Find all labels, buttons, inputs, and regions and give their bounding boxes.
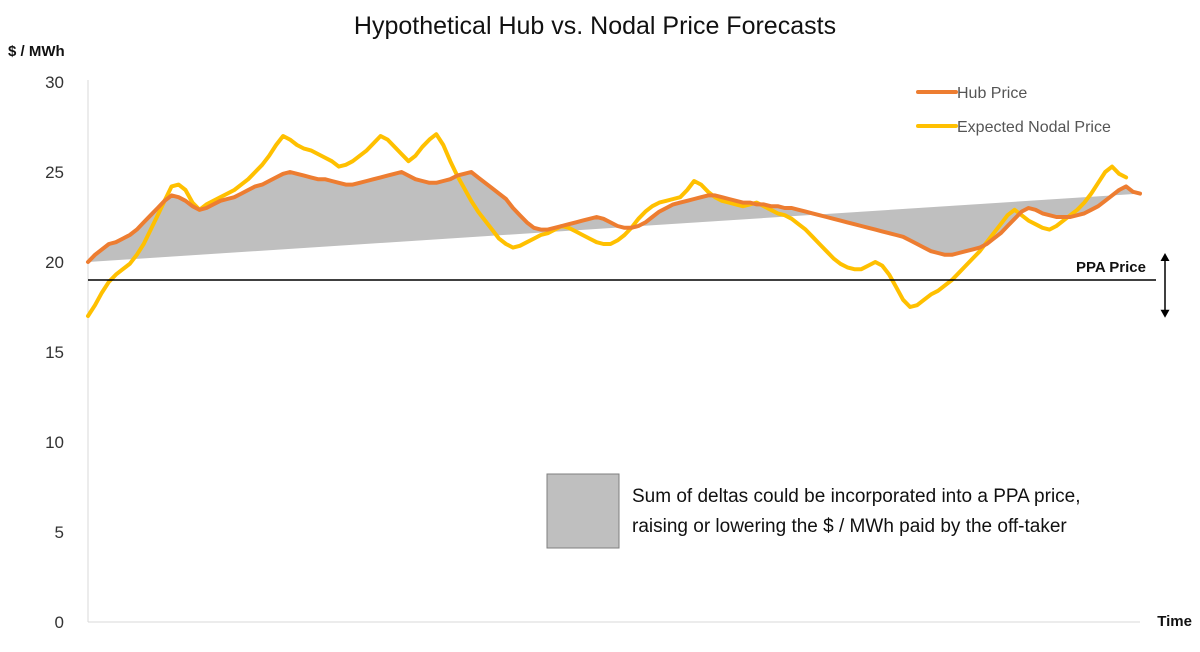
annotation-text-line2: raising or lowering the $ / MWh paid by … [632,516,1067,537]
ppa-price-label: PPA Price [1076,259,1146,276]
y-tick-label: 10 [45,433,64,452]
annotation-text-line1: Sum of deltas could be incorporated into… [632,486,1081,507]
y-tick-label: 20 [45,253,64,272]
hub-price-line [86,170,1142,264]
y-tick-label: 25 [45,163,64,182]
chart-title: Hypothetical Hub vs. Nodal Price Forecas… [354,12,836,40]
arrow-head-up [1160,253,1170,261]
series-lines [86,132,1142,318]
y-tick-label: 15 [45,343,64,362]
double-arrow-icon [1160,253,1170,318]
delta-fill-area [88,172,1140,262]
y-tick-label: 30 [45,73,64,92]
legend-label: Expected Nodal Price [957,119,1111,136]
expected-nodal-price-line [86,132,1129,318]
annotation-swatch [546,473,620,549]
legend: Hub Price Expected Nodal Price [916,85,1111,136]
arrow-head-down [1160,309,1170,318]
delta-fill-group [88,172,1140,262]
legend-label: Hub Price [957,85,1027,102]
y-tick-label: 5 [55,523,64,542]
y-tick-label: 0 [55,613,64,632]
y-axis-title: $ / MWh [8,43,65,60]
y-axis-ticks: 0 5 10 15 20 25 30 [45,73,64,632]
x-axis-title: Time [1157,613,1192,630]
